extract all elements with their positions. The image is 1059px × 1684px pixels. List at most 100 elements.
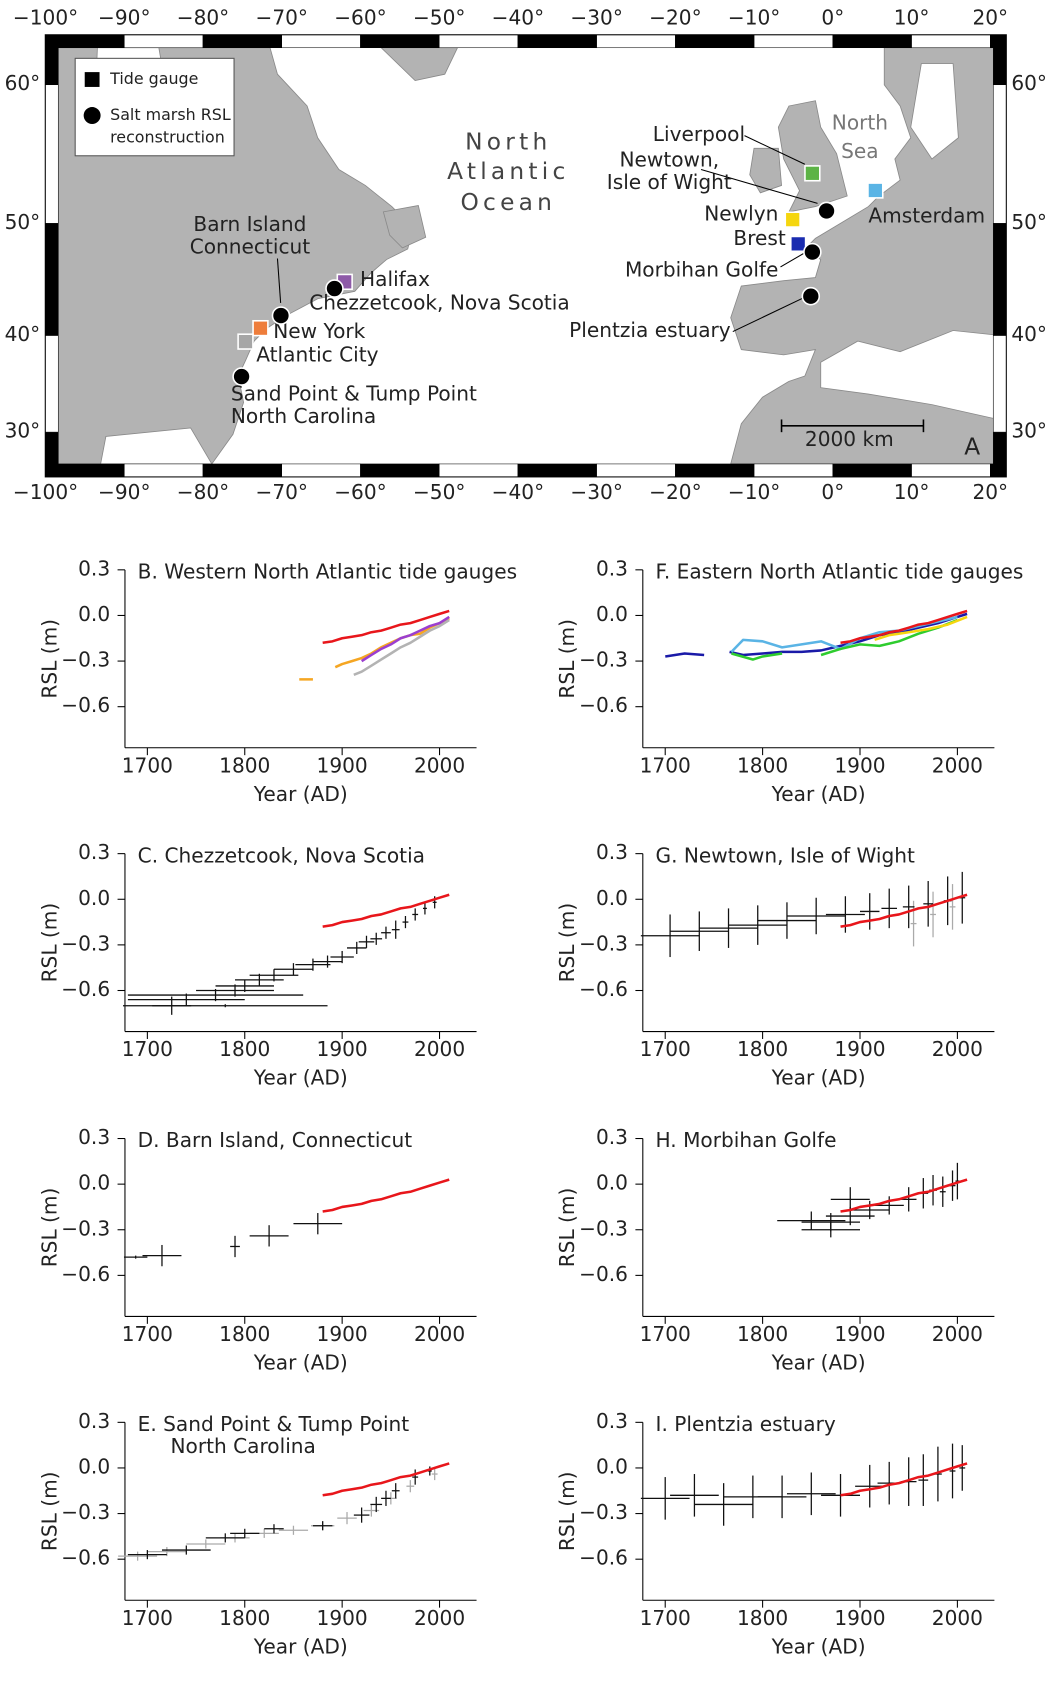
leader-line [700,169,818,204]
lon-tick-label: −90° [98,6,151,30]
site-label: Chezzetcook, Nova Scotia [309,291,570,315]
lon-band [281,34,361,49]
x-tick-label: 1900 [317,1037,368,1061]
lon-band [281,463,361,477]
legend-label: Salt marsh RSL [110,105,231,124]
lat-tick-label: 60° [1011,71,1047,95]
leader-line [744,135,806,165]
y-tick-label: −0.3 [579,1500,628,1524]
legend-marker [84,72,100,87]
x-tick-label: 2000 [932,753,983,777]
x-tick-label: 2000 [414,1606,465,1630]
lon-tick-label: −50° [413,480,466,504]
series-line [322,1462,450,1497]
x-tick-label: 1900 [834,1322,885,1346]
lon-band [753,34,834,49]
y-tick-label: 0.3 [78,840,110,864]
lon-tick-label: −90° [98,480,151,504]
site-label: Brest [733,226,785,250]
lon-tick-label: −70° [255,480,307,504]
y-tick-label: 0.3 [596,840,628,864]
lon-tick-label: −50° [413,6,466,30]
y-tick-label: 0.0 [78,1171,110,1195]
y-axis-label: RSL (m) [555,1188,579,1268]
salt-marsh-marker [271,306,291,325]
x-axis-label: Year (AD) [771,1066,866,1090]
x-tick-label: 1900 [834,753,885,777]
lat-tick-label: 30° [1011,419,1047,443]
y-tick-label: −0.6 [579,1262,628,1286]
lon-band [202,463,282,477]
lat-tick-label: 30° [5,419,41,443]
lon-tick-label: −10° [728,480,781,504]
lon-band [596,34,676,49]
salt-marsh-marker [801,286,821,306]
y-tick-label: −0.6 [61,1262,110,1286]
y-tick-label: −0.6 [579,693,628,717]
newfoundland [382,205,427,249]
site-label: North Carolina [231,404,376,428]
series-line [730,615,958,653]
lat-band [45,223,59,336]
x-axis-label: Year (AD) [253,1066,348,1090]
y-tick-label: 0.3 [596,1409,628,1433]
panel-title: G. Newtown, Isle of Wight [656,843,915,867]
lon-tick-label: −100° [13,480,78,504]
tide-gauge-marker [867,182,884,199]
lon-band [202,34,282,49]
map-base: 2000 km A North Atlantic Ocean North Sea [44,34,1007,478]
lat-tick-label: 50° [1011,210,1047,234]
series-line [299,617,450,681]
x-tick-label: 1800 [737,1037,788,1061]
y-tick-label: −0.3 [61,1216,110,1240]
series-line [840,1178,968,1213]
salt-marsh-marker [232,367,251,386]
y-tick-label: 0.0 [78,602,110,626]
x-tick-label: 2000 [932,1037,983,1061]
site-label: Atlantic City [256,342,378,366]
lat-band [993,335,1007,433]
salt-marsh-marker [325,279,344,298]
tide-gauge-marker [789,235,807,253]
lon-tick-label: −70° [255,6,307,30]
y-axis-label: RSL (m) [555,903,579,983]
lon-band [438,463,519,477]
legend-box [74,57,235,157]
leader-line [732,297,805,333]
y-axis-label: RSL (m) [37,1471,61,1551]
x-axis-label: Year (AD) [253,782,348,806]
x-tick-label: 1800 [219,753,270,777]
y-tick-label: 0.0 [596,1454,628,1478]
lat-tick-label: 40° [1011,322,1047,346]
site-label: Barn Island [193,212,306,236]
series-line [353,618,450,676]
x-tick-label: 1700 [640,1037,691,1061]
tide-gauge-marker [804,165,821,182]
site-label: Sand Point & Tump Point [231,382,477,406]
lon-band [438,34,519,49]
lon-band [675,463,755,477]
lon-band [911,463,991,477]
site-label: Newtown, [619,148,719,172]
panel-title: I. Plentzia estuary [656,1412,836,1436]
x-tick-label: 1700 [640,753,691,777]
x-axis-label: Year (AD) [253,1351,348,1375]
site-label: Newlyn [704,202,778,226]
x-tick-label: 1900 [317,1322,368,1346]
ocean-label: Ocean [460,189,556,216]
lon-tick-label: −100° [13,6,78,30]
lon-tick-label: 0° [821,6,844,30]
x-tick-label: 1700 [122,753,173,777]
scale-label: 2000 km [805,427,894,451]
lon-tick-label: −30° [570,6,623,30]
panel-title: C. Chezzetcook, Nova Scotia [138,843,425,867]
x-tick-label: 2000 [932,1322,983,1346]
leader-line [780,251,807,268]
y-tick-label: 0.3 [78,1125,110,1149]
sea-label: North [832,110,888,134]
series-line [874,615,968,642]
site-label: Amsterdam [868,204,985,228]
y-tick-label: 0.0 [596,602,628,626]
y-tick-label: 0.0 [78,1454,110,1478]
